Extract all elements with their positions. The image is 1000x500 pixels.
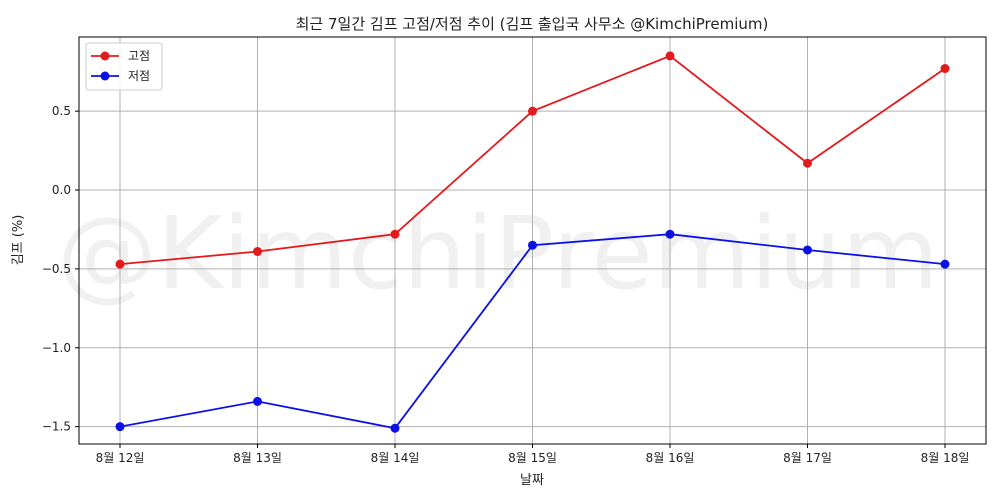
data-point xyxy=(390,229,400,239)
x-tick-label: 8월 14일 xyxy=(371,451,420,465)
plot-area-frame xyxy=(78,36,987,445)
series-1 xyxy=(115,51,950,269)
data-point xyxy=(803,158,812,168)
x-tick-label: 8월 16일 xyxy=(646,451,695,465)
data-point xyxy=(253,247,262,257)
data-point xyxy=(528,106,537,116)
data-point xyxy=(940,259,950,269)
legend-box xyxy=(85,42,163,91)
y-tick-label: −0.5 xyxy=(42,262,71,276)
data-point xyxy=(940,64,950,74)
x-axis-label: 날짜 xyxy=(520,473,544,488)
legend-marker xyxy=(100,51,110,61)
legend-item: 저점 xyxy=(91,69,150,83)
data-point xyxy=(665,51,675,61)
legend-label: 고점 xyxy=(128,49,150,63)
x-tick-label: 8월 12일 xyxy=(96,451,145,465)
legend-label: 저점 xyxy=(128,69,150,83)
y-tick-label: 0.0 xyxy=(52,183,71,197)
series-2 xyxy=(115,229,950,433)
legend-item: 고점 xyxy=(91,49,150,63)
grid xyxy=(79,37,986,444)
data-point xyxy=(115,259,125,269)
series-lines xyxy=(115,51,950,433)
legend-marker xyxy=(100,71,110,81)
y-axis-label: 김프 (%) xyxy=(11,215,26,266)
y-tick-label: 0.5 xyxy=(52,104,71,118)
data-point xyxy=(803,245,812,255)
y-tick-label: −1.5 xyxy=(42,420,71,434)
y-tick-label: −1.0 xyxy=(42,341,71,355)
x-axis-ticks: 8월 12일 8월 13일 8월 14일 8월 15일 8월 16일 8월 17일 8월 1… xyxy=(96,444,970,465)
x-tick-label: 8월 18일 xyxy=(921,451,970,465)
x-tick-label: 8월 17일 xyxy=(783,451,832,465)
x-tick-label: 8월 15일 xyxy=(508,451,557,465)
data-point xyxy=(390,423,400,433)
data-point xyxy=(253,396,262,406)
x-tick-label: 8월 13일 xyxy=(233,451,282,465)
chart-title: 최근 7일간 김프 고점/저점 추이 (김프 출입국 사무소 @KimchiPr… xyxy=(296,15,769,33)
data-point xyxy=(528,240,537,250)
data-point xyxy=(665,229,675,239)
y-axis-ticks: 0.5 0.0 −0.5 −1.0 −1.5 xyxy=(42,104,79,434)
data-point xyxy=(115,422,125,432)
